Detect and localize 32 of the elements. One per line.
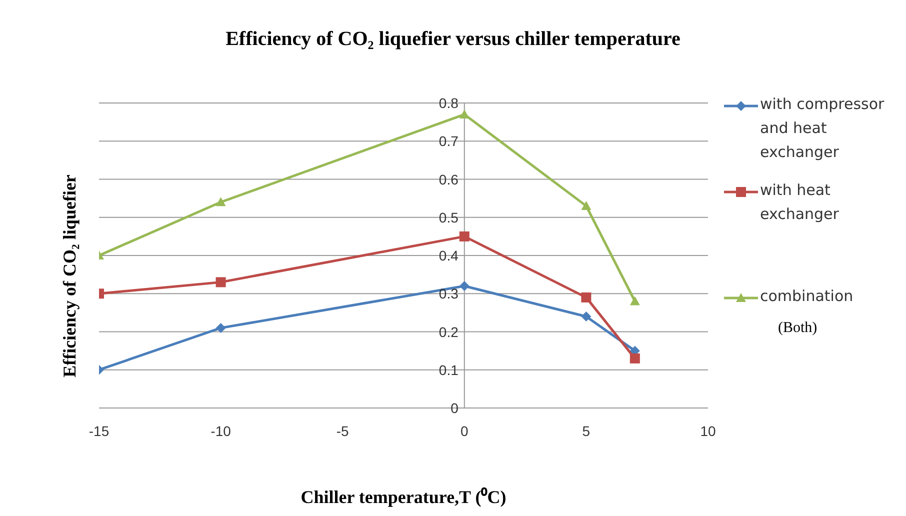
point bbox=[216, 277, 226, 288]
point bbox=[459, 231, 470, 242]
point bbox=[216, 322, 226, 333]
point bbox=[630, 296, 640, 306]
y-tick-label: 0.3 bbox=[438, 286, 459, 302]
legend-label: combination bbox=[760, 286, 854, 307]
point bbox=[630, 353, 640, 364]
point bbox=[581, 200, 592, 210]
y-tick-label: 0.6 bbox=[438, 171, 459, 188]
x-tick-label: 5 bbox=[582, 422, 590, 439]
point bbox=[581, 292, 592, 302]
chart-title: Efficiency of CO₂ liquefier versus chiller temperature bbox=[226, 28, 680, 50]
x-tick-label: -10 bbox=[210, 422, 232, 439]
y-tick-label: 0.4 bbox=[438, 248, 459, 264]
y-tick-label: 0.1 bbox=[438, 362, 459, 378]
x-tick-label: -5 bbox=[336, 422, 350, 439]
point bbox=[581, 312, 592, 322]
y-axis-title: Efficiency of CO₂ liquefier bbox=[60, 174, 80, 377]
point bbox=[459, 109, 470, 118]
y-tick-label: 0.7 bbox=[438, 133, 459, 150]
point bbox=[459, 281, 470, 291]
x-tick-label: -15 bbox=[88, 422, 110, 439]
y-tick-label: 0 bbox=[450, 400, 459, 416]
legend-label: with heat exchanger bbox=[760, 180, 840, 225]
x-axis-title: Chiller temperature,T (⁰C) bbox=[300, 487, 506, 507]
x-tick-label: 10 bbox=[700, 422, 716, 439]
point bbox=[216, 197, 226, 206]
y-tick-label: 0.5 bbox=[438, 209, 459, 226]
legend-label: with compressor and heat exchanger bbox=[760, 94, 886, 163]
text: (Both) bbox=[778, 320, 818, 336]
y-tick-label: 0.8 bbox=[438, 95, 459, 111]
y-tick-label: 0.2 bbox=[438, 324, 459, 340]
